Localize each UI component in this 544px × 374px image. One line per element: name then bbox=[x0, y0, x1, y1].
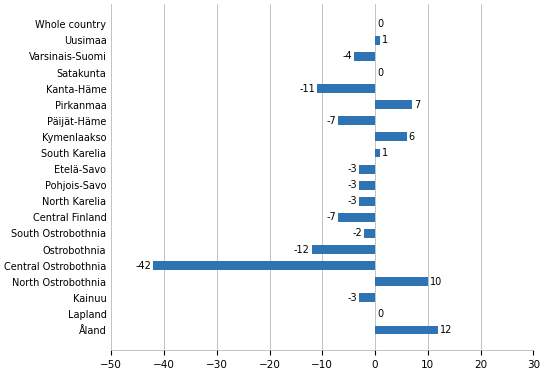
Bar bbox=[375, 36, 380, 45]
Text: 0: 0 bbox=[377, 309, 384, 319]
Text: -42: -42 bbox=[135, 261, 151, 271]
Text: -7: -7 bbox=[326, 116, 336, 126]
Text: 12: 12 bbox=[441, 325, 453, 335]
Bar bbox=[153, 261, 375, 270]
Text: -4: -4 bbox=[342, 52, 352, 61]
Text: -3: -3 bbox=[348, 164, 357, 174]
Text: -3: -3 bbox=[348, 180, 357, 190]
Bar bbox=[375, 325, 438, 334]
Text: 1: 1 bbox=[382, 36, 388, 45]
Text: 1: 1 bbox=[382, 148, 388, 158]
Bar bbox=[317, 84, 375, 93]
Text: 0: 0 bbox=[377, 68, 384, 77]
Text: -3: -3 bbox=[348, 196, 357, 206]
Text: 0: 0 bbox=[377, 19, 384, 29]
Bar bbox=[375, 277, 428, 286]
Bar bbox=[364, 229, 375, 238]
Bar bbox=[375, 100, 412, 109]
Text: -2: -2 bbox=[353, 229, 362, 239]
Bar bbox=[359, 181, 375, 190]
Text: 10: 10 bbox=[430, 277, 442, 287]
Text: -11: -11 bbox=[299, 84, 315, 94]
Bar bbox=[375, 132, 407, 141]
Bar bbox=[375, 148, 380, 157]
Bar bbox=[354, 52, 375, 61]
Text: -7: -7 bbox=[326, 212, 336, 223]
Text: -12: -12 bbox=[294, 245, 310, 255]
Bar bbox=[359, 293, 375, 302]
Text: 6: 6 bbox=[409, 132, 415, 142]
Text: 7: 7 bbox=[414, 100, 421, 110]
Bar bbox=[312, 245, 375, 254]
Bar bbox=[338, 116, 375, 125]
Text: -3: -3 bbox=[348, 293, 357, 303]
Bar bbox=[338, 213, 375, 222]
Bar bbox=[359, 165, 375, 174]
Bar bbox=[359, 197, 375, 206]
